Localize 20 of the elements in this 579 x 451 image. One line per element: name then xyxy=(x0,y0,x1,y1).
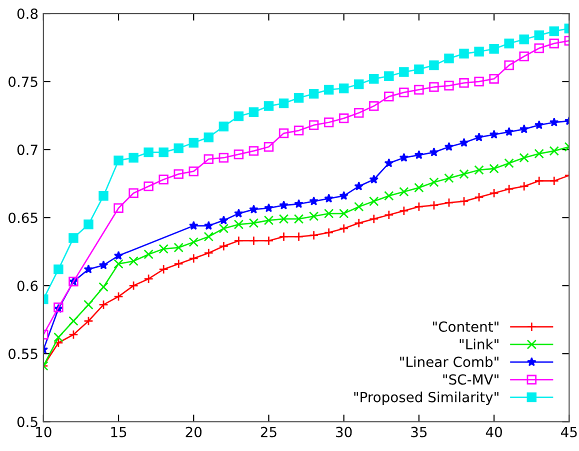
legend-label: "Linear Comb" xyxy=(400,356,498,368)
x-tick-label: 35 xyxy=(411,426,427,438)
y-tick-label: 0.5 xyxy=(17,416,38,428)
x-tick-label: 45 xyxy=(561,426,577,438)
legend-label: "Proposed Similarity" xyxy=(354,392,498,406)
y-tick-label: 0.8 xyxy=(17,8,38,20)
x-tick-label: 25 xyxy=(260,426,276,438)
legend-label: "Content" xyxy=(433,321,498,332)
y-tick-label: 0.6 xyxy=(17,280,38,292)
y-tick-label: 0.65 xyxy=(8,212,38,224)
x-tick-label: 10 xyxy=(36,426,52,438)
y-tick-label: 0.75 xyxy=(8,76,38,88)
x-tick-label: 40 xyxy=(486,426,502,438)
y-tick-label: 0.7 xyxy=(17,144,38,156)
legend-label: "Link" xyxy=(460,338,498,350)
x-tick-label: 20 xyxy=(186,426,202,438)
y-tick-label: 0.55 xyxy=(8,348,38,360)
x-tick-label: 30 xyxy=(336,426,352,438)
legend-label: "SC-MV" xyxy=(443,374,498,385)
x-tick-label: 15 xyxy=(111,426,126,438)
